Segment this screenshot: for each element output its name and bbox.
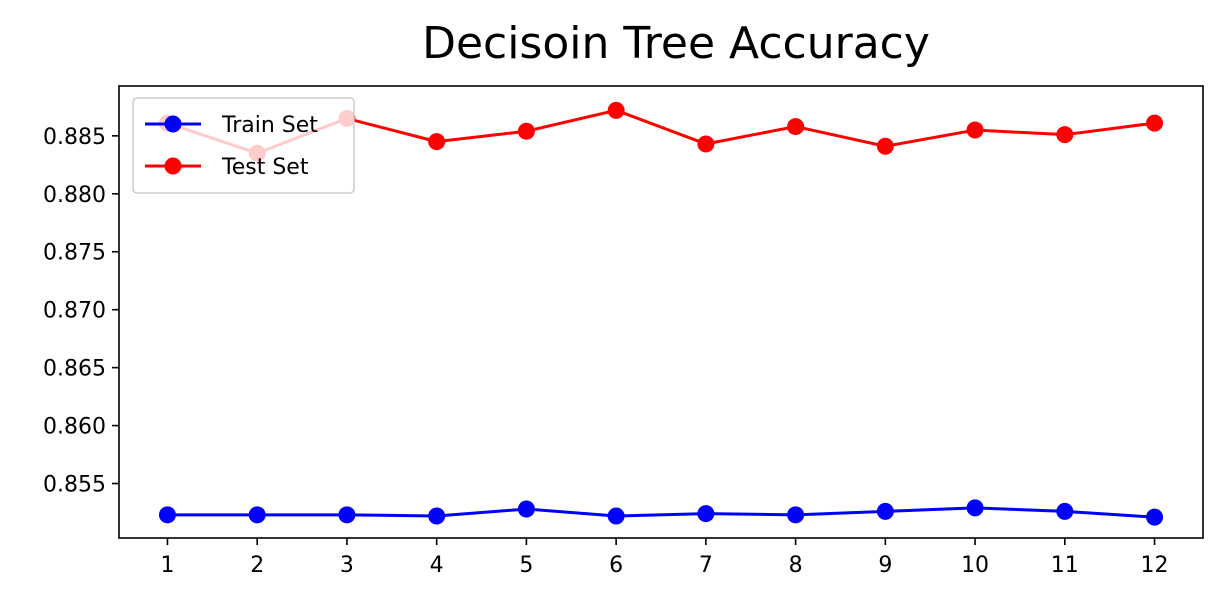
series-train-set (158, 499, 1164, 526)
legend-marker (164, 157, 182, 175)
x-tick-label: 4 (430, 553, 444, 578)
y-tick-label: 0.855 (43, 473, 106, 498)
data-point (787, 506, 805, 524)
data-point (787, 118, 805, 136)
legend-box (132, 97, 355, 194)
data-point (876, 502, 894, 520)
chart-title: Decisoin Tree Accuracy (422, 18, 930, 69)
data-point (338, 506, 356, 524)
legend-label: Train Set (221, 113, 318, 138)
data-point (966, 121, 984, 139)
data-point (1056, 126, 1074, 144)
data-point (697, 505, 715, 523)
x-tick-label: 6 (609, 553, 623, 578)
x-tick-label: 3 (340, 553, 354, 578)
data-point (876, 137, 894, 155)
x-tick-label: 11 (1051, 553, 1079, 578)
y-axis: 0.855 0.860 0.865 0.870 0.875 0.880 0.885 (43, 125, 119, 498)
x-tick-label: 5 (519, 553, 533, 578)
data-point (517, 122, 535, 140)
data-point (1146, 508, 1164, 526)
data-point (966, 499, 984, 517)
x-tick-label: 2 (250, 553, 264, 578)
y-tick-label: 0.870 (43, 299, 106, 324)
data-point (607, 507, 625, 525)
series-line (167, 506, 1155, 519)
data-point (517, 500, 535, 518)
data-point (428, 507, 446, 525)
data-point (697, 135, 715, 153)
y-tick-label: 0.860 (43, 415, 106, 440)
data-point (1146, 114, 1164, 132)
x-tick-label: 1 (160, 553, 174, 578)
data-point (607, 101, 625, 119)
x-tick-label: 12 (1141, 553, 1169, 578)
y-tick-label: 0.885 (43, 125, 106, 150)
x-tick-label: 9 (878, 553, 892, 578)
y-tick-label: 0.875 (43, 241, 106, 266)
x-tick-label: 7 (699, 553, 713, 578)
x-axis: 1 2 3 4 5 6 7 8 9 10 11 12 (160, 538, 1169, 578)
data-point (428, 133, 446, 151)
legend-marker (164, 115, 182, 133)
x-tick-label: 8 (789, 553, 803, 578)
y-tick-label: 0.880 (43, 183, 106, 208)
data-point (248, 506, 266, 524)
x-tick-label: 10 (961, 553, 989, 578)
legend-label: Test Set (221, 155, 309, 180)
data-point (158, 506, 176, 524)
y-tick-label: 0.865 (43, 357, 106, 382)
plot-frame (118, 85, 1204, 539)
legend: Train Set Test Set (132, 97, 355, 194)
data-point (1056, 502, 1074, 520)
